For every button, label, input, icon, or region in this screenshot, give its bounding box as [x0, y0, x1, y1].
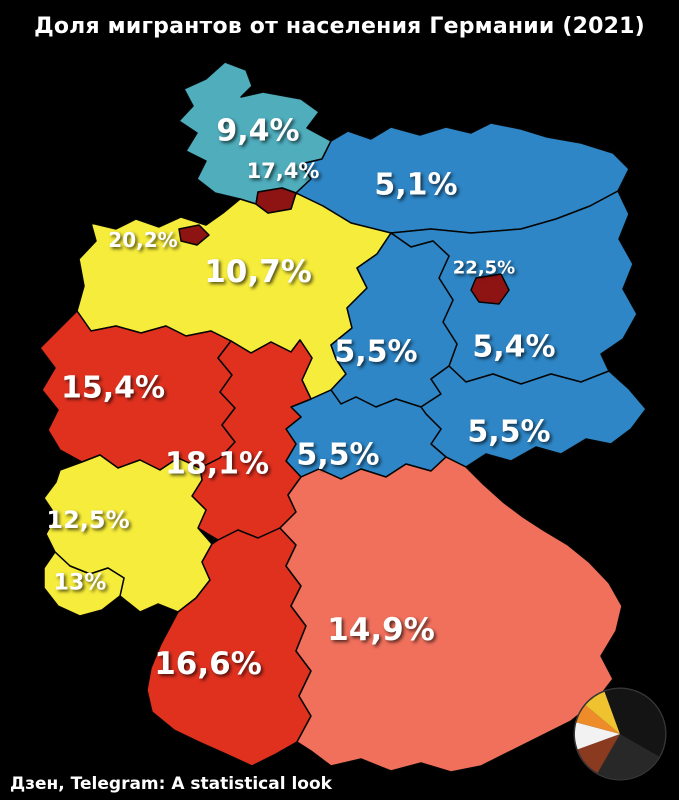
- label-nordrhein-westfalen: 15,4%: [60, 370, 166, 406]
- logo-wedge-black: [604, 688, 666, 757]
- label-berlin: 22,5%: [452, 257, 516, 279]
- logo-wedge-brown: [577, 734, 620, 773]
- label-rheinland-pfalz: 12,5%: [46, 506, 130, 534]
- logo-pie-chart: [573, 687, 667, 781]
- label-bremen: 20,2%: [108, 228, 178, 252]
- map-title: Доля мигрантов от населения Германии (20…: [34, 14, 645, 39]
- label-hessen: 18,1%: [164, 446, 270, 482]
- label-hamburg: 17,4%: [246, 159, 320, 183]
- label-mecklenburg-vorpommern: 5,1%: [374, 167, 458, 203]
- logo-wedge-yellow: [585, 691, 620, 734]
- logo-wedge-white: [574, 722, 620, 750]
- label-niedersachsen: 10,7%: [204, 254, 312, 290]
- region-bayern: [279, 456, 623, 773]
- region-hamburg: [255, 187, 297, 214]
- label-brandenburg: 5,4%: [472, 329, 556, 365]
- region-saarland: [43, 551, 125, 617]
- label-bayern: 14,9%: [327, 612, 435, 648]
- credit-text: Дзен, Telegram: A statistical look: [10, 774, 332, 794]
- label-sachsen-anhalt: 5,5%: [334, 334, 418, 370]
- logo-wedge-orange: [576, 705, 620, 734]
- label-schleswig-holstein: 9,4%: [216, 113, 300, 149]
- label-sachsen: 5,5%: [467, 414, 551, 450]
- label-baden-wuerttemberg: 16,6%: [154, 646, 262, 682]
- label-saarland: 13%: [53, 570, 107, 596]
- region-bremen: [178, 224, 210, 246]
- label-thueringen: 5,5%: [296, 437, 380, 473]
- region-berlin: [470, 273, 510, 305]
